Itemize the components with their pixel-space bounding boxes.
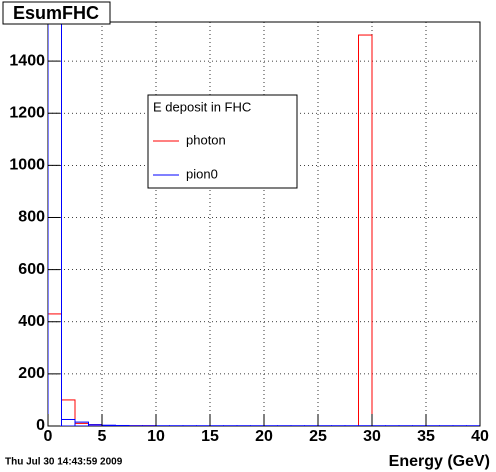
- x-tick-label: 35: [417, 428, 435, 445]
- y-tick-label: 600: [18, 261, 45, 278]
- x-tick-label: 5: [98, 428, 107, 445]
- y-tick-label: 800: [18, 209, 45, 226]
- bar: [74, 421, 89, 426]
- y-tick-label: 200: [18, 365, 45, 382]
- bar: [115, 424, 130, 426]
- legend-entries: photon pion0: [153, 132, 226, 181]
- bar: [358, 34, 373, 426]
- x-tick-label: 25: [309, 428, 327, 445]
- x-tick-label: 15: [201, 428, 219, 445]
- x-tick-label: 0: [44, 428, 53, 445]
- bar: [101, 424, 116, 426]
- chart-title: EsumFHC: [13, 3, 99, 23]
- legend-title: E deposit in FHC: [153, 99, 251, 114]
- title-box: [2, 1, 111, 25]
- axes: 0 200 400 600 800 1000 1200 1400 0 5 10 15 20 25 30 35 4…: [9, 52, 489, 445]
- y-tick-label: 0: [36, 417, 45, 434]
- x-tick-label: 40: [471, 428, 489, 445]
- y-tick-label: 1400: [9, 52, 45, 69]
- x-tick-label: 20: [255, 428, 273, 445]
- timestamp: Thu Jul 30 14:43:59 2009: [5, 457, 123, 468]
- y-tick-label: 1200: [9, 104, 45, 121]
- y-tick-label: 1000: [9, 157, 45, 174]
- x-tick-label: 30: [363, 428, 381, 445]
- legend-label: photon: [186, 132, 226, 147]
- x-axis-label: Energy (GeV): [389, 453, 490, 470]
- x-tick-label: 10: [147, 428, 165, 445]
- y-tick-label: 400: [18, 313, 45, 330]
- legend-label: pion0: [186, 166, 218, 181]
